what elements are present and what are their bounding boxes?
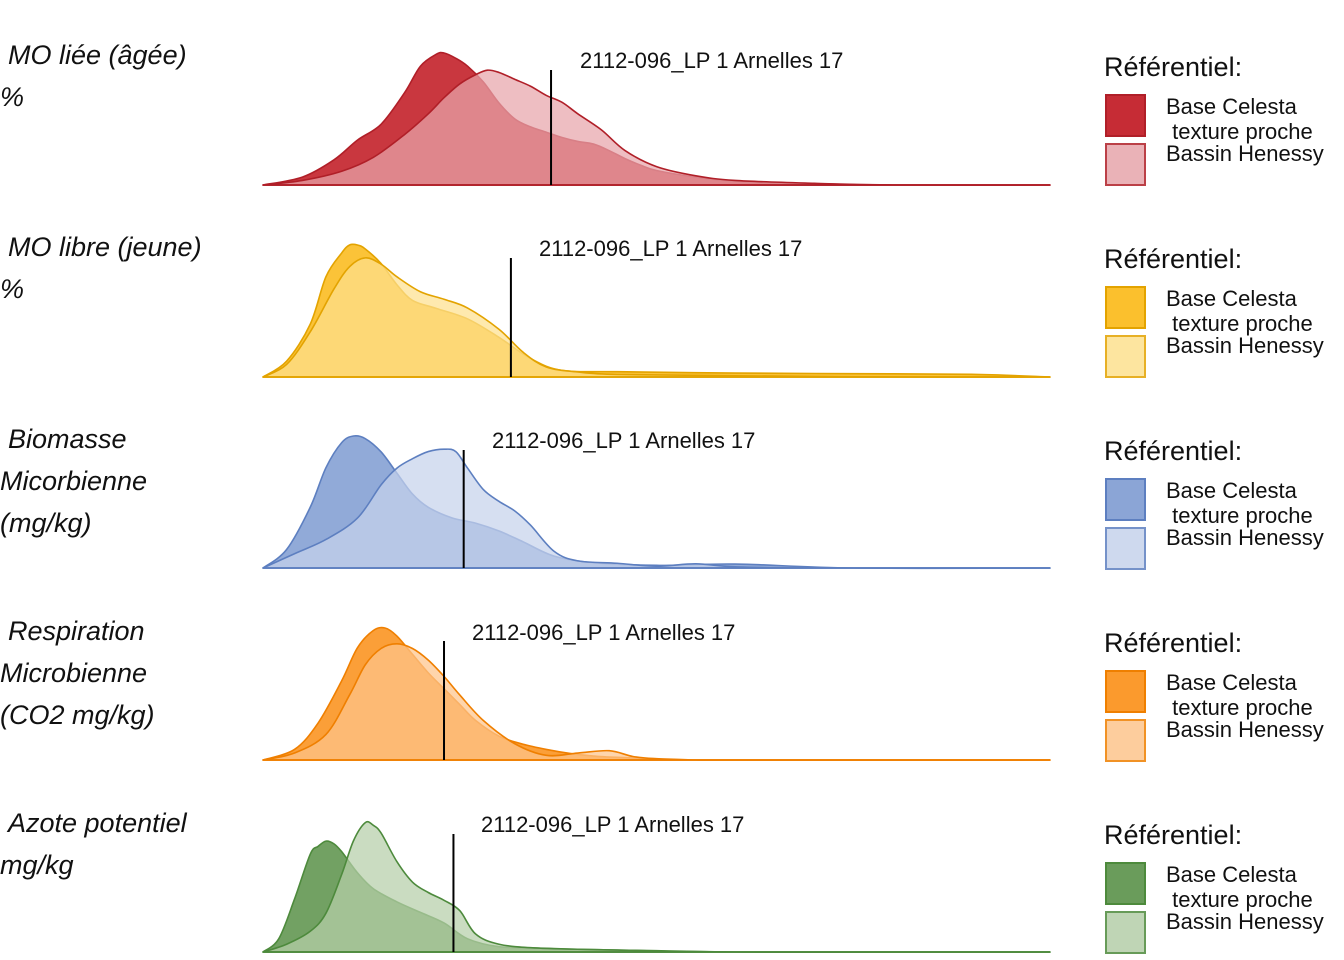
row-label-biomasse: Biomasse Micorbienne (mg/kg) bbox=[0, 418, 147, 544]
legend-mo-liee: Référentiel: Base Celesta texture proche B… bbox=[1104, 52, 1344, 186]
legend-swatch-base-celesta bbox=[1105, 94, 1146, 137]
row-label-line: mg/kg bbox=[0, 850, 74, 880]
legend-swatch-base-celesta bbox=[1105, 862, 1146, 905]
legend-item-base-celesta: Base Celesta texture proche bbox=[1166, 478, 1313, 528]
row-label-mo-liee: MO liée (âgée)% bbox=[0, 34, 187, 118]
row-label-line: Biomasse bbox=[8, 424, 127, 454]
legend-swatch-bassin-henessy bbox=[1105, 527, 1146, 570]
legend-swatch-bassin-henessy bbox=[1105, 143, 1146, 186]
row-label-line: Respiration bbox=[8, 616, 145, 646]
density-area-bassin-henessy bbox=[262, 448, 1051, 569]
legend-item-base-celesta: Base Celesta texture proche bbox=[1166, 670, 1313, 720]
legend-item-bassin-henessy: Bassin Henessy bbox=[1166, 717, 1324, 742]
row-label-line: % bbox=[0, 82, 25, 112]
legend-respiration: Référentiel: Base Celesta texture proche B… bbox=[1104, 628, 1344, 762]
density-panel-respiration: 2112-096_LP 1 Arnelles 17 bbox=[262, 620, 1051, 761]
legend-mo-libre: Référentiel: Base Celesta texture proche B… bbox=[1104, 244, 1344, 378]
row-label-line: Azote potentiel bbox=[8, 808, 187, 838]
legend-item-base-celesta: Base Celesta texture proche bbox=[1166, 94, 1313, 144]
row-label-line: MO liée (âgée) bbox=[8, 40, 187, 70]
legend-item-bassin-henessy: Bassin Henessy bbox=[1166, 525, 1324, 550]
legend-title: Référentiel: bbox=[1104, 820, 1243, 850]
sample-label: 2112-096_LP 1 Arnelles 17 bbox=[481, 812, 744, 837]
legend-title: Référentiel: bbox=[1104, 436, 1243, 466]
legend-swatch-base-celesta bbox=[1105, 286, 1146, 329]
density-area-bassin-henessy bbox=[262, 643, 1051, 761]
legend-swatch-bassin-henessy bbox=[1105, 911, 1146, 954]
sample-label: 2112-096_LP 1 Arnelles 17 bbox=[472, 620, 735, 645]
row-label-mo-libre: MO libre (jeune)% bbox=[0, 226, 202, 310]
legend-title: Référentiel: bbox=[1104, 52, 1243, 82]
density-panel-mo-libre: 2112-096_LP 1 Arnelles 17 bbox=[262, 236, 1051, 378]
density-area-bassin-henessy bbox=[262, 69, 1051, 186]
legend-swatch-base-celesta bbox=[1105, 478, 1146, 521]
legend-item-bassin-henessy: Bassin Henessy bbox=[1166, 909, 1324, 934]
density-panel-mo-liee: 2112-096_LP 1 Arnelles 17 bbox=[262, 48, 1051, 186]
legend-title: Référentiel: bbox=[1104, 628, 1243, 658]
row-label-line: (CO2 mg/kg) bbox=[0, 700, 155, 730]
row-label-line: MO libre (jeune) bbox=[8, 232, 202, 262]
row-label-line: % bbox=[0, 274, 25, 304]
row-label-line: Microbienne bbox=[0, 658, 148, 688]
row-label-line: Micorbienne bbox=[0, 466, 148, 496]
sample-label: 2112-096_LP 1 Arnelles 17 bbox=[580, 48, 843, 73]
density-area-bassin-henessy bbox=[262, 257, 1051, 378]
sample-label: 2112-096_LP 1 Arnelles 17 bbox=[539, 236, 802, 261]
legend-item-bassin-henessy: Bassin Henessy bbox=[1166, 141, 1324, 166]
legend-item-base-celesta: Base Celesta texture proche bbox=[1166, 862, 1313, 912]
legend-title: Référentiel: bbox=[1104, 244, 1243, 274]
legend-swatch-bassin-henessy bbox=[1105, 335, 1146, 378]
legend-swatch-bassin-henessy bbox=[1105, 719, 1146, 762]
legend-biomasse: Référentiel: Base Celesta texture proche B… bbox=[1104, 436, 1344, 570]
row-label-respiration: Respiration Microbienne (CO2 mg/kg) bbox=[0, 610, 155, 736]
legend-item-base-celesta: Base Celesta texture proche bbox=[1166, 286, 1313, 336]
legend-item-bassin-henessy: Bassin Henessy bbox=[1166, 333, 1324, 358]
legend-azote: Référentiel: Base Celesta texture proche B… bbox=[1104, 820, 1344, 954]
sample-label: 2112-096_LP 1 Arnelles 17 bbox=[492, 428, 755, 453]
density-area-bassin-henessy bbox=[262, 820, 1051, 953]
density-panel-biomasse: 2112-096_LP 1 Arnelles 17 bbox=[262, 428, 1051, 570]
row-label-line: (mg/kg) bbox=[0, 508, 92, 538]
legend-swatch-base-celesta bbox=[1105, 670, 1146, 713]
density-panel-azote: 2112-096_LP 1 Arnelles 17 bbox=[262, 812, 1051, 953]
row-label-azote: Azote potentiel mg/kg bbox=[0, 802, 187, 886]
